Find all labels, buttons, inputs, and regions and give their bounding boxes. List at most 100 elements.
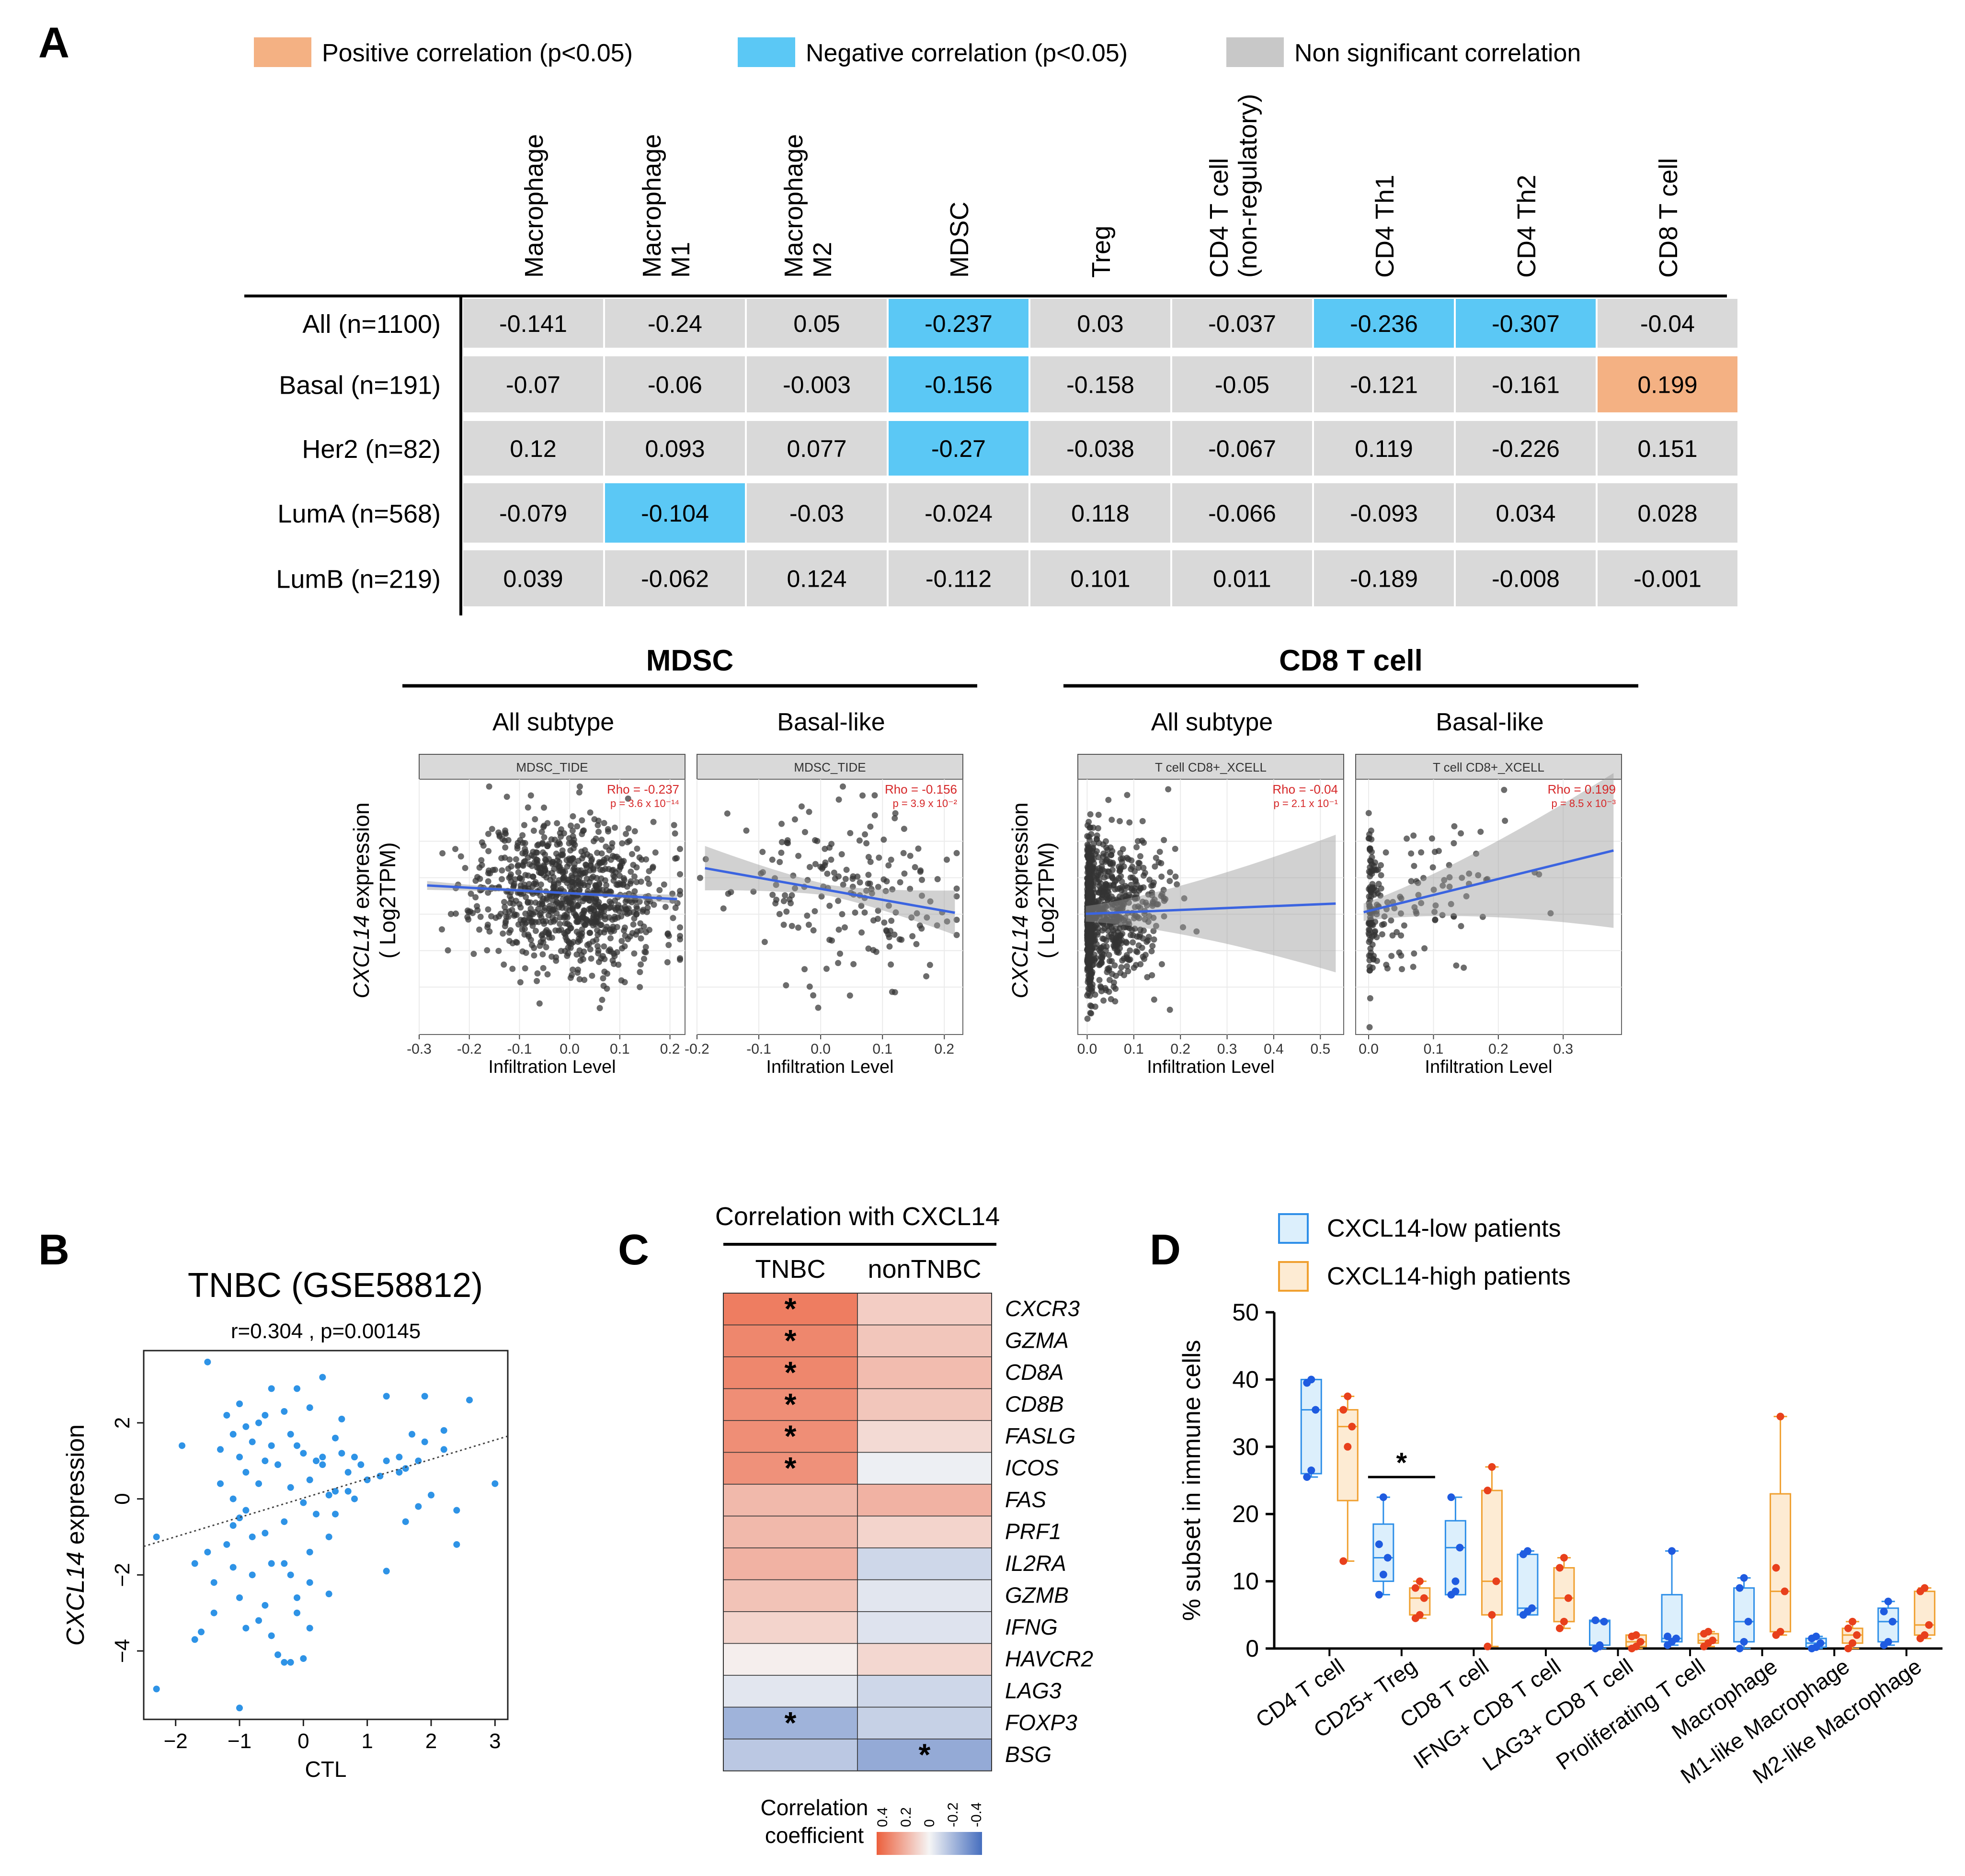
data-point [1388, 953, 1395, 959]
table-cell [605, 356, 745, 412]
data-point [1098, 863, 1105, 870]
table-value: -0.189 [1350, 566, 1418, 592]
data-point [1379, 931, 1385, 938]
data-point [1411, 863, 1417, 869]
data-point [1180, 924, 1187, 931]
data-point [1107, 882, 1113, 889]
data-point [638, 961, 644, 968]
data-point [593, 884, 600, 890]
data-point [1153, 922, 1159, 929]
table-value: -0.066 [1208, 500, 1276, 527]
data-point [1391, 905, 1398, 911]
data-point [1137, 853, 1143, 860]
data-point [515, 869, 522, 875]
data-point [917, 867, 924, 874]
table-value: -0.062 [641, 566, 709, 592]
data-point [511, 911, 518, 918]
colorbar [877, 1832, 982, 1855]
data-point [1108, 919, 1115, 925]
data-point [887, 928, 894, 934]
data-point [383, 1457, 390, 1465]
data-point [1117, 818, 1123, 825]
data-point [1095, 854, 1102, 861]
data-point [1085, 866, 1092, 873]
data-point [1365, 835, 1372, 842]
scatter-subtitle: All subtype [492, 708, 614, 736]
heatmap-column-label: nonTNBC [868, 1255, 981, 1284]
data-point [560, 851, 566, 858]
confidence-band [1085, 834, 1336, 973]
data-point [485, 870, 491, 876]
panel-d-boxplot: CXCL14-low patients CXCL14-high patients 0… [1178, 1213, 1942, 1788]
data-point [1130, 932, 1136, 939]
data-point [489, 826, 495, 832]
data-point [217, 1446, 224, 1453]
data-point [1772, 1564, 1780, 1572]
data-point [1109, 867, 1116, 874]
data-point [943, 856, 950, 863]
data-point [1564, 1594, 1572, 1602]
data-point [338, 1415, 345, 1422]
data-point [466, 1397, 473, 1404]
data-point [1375, 1591, 1383, 1599]
data-point [1596, 1642, 1604, 1650]
data-point [1096, 840, 1102, 846]
data-point [557, 914, 563, 921]
data-point [769, 891, 776, 898]
data-point [581, 907, 587, 914]
data-point [479, 862, 485, 868]
data-point [1113, 896, 1120, 903]
data-point [1166, 877, 1173, 884]
data-point [485, 906, 491, 913]
data-point [642, 944, 649, 950]
data-point [1339, 1406, 1348, 1414]
data-point [867, 823, 874, 830]
table-value: -0.27 [931, 435, 986, 462]
table-cell [463, 299, 603, 348]
data-point [1366, 927, 1373, 933]
data-point [562, 948, 569, 955]
data-point [759, 849, 766, 855]
data-point [445, 947, 451, 954]
data-point [861, 909, 868, 916]
colorbar-tick-label: 0 [922, 1819, 937, 1827]
data-point [633, 879, 640, 886]
data-point [583, 875, 590, 882]
data-point [862, 831, 868, 838]
data-point [281, 1659, 288, 1666]
data-point [1108, 958, 1115, 965]
table-value: -0.001 [1634, 566, 1702, 592]
data-point [1312, 1406, 1320, 1414]
data-point [472, 894, 479, 900]
data-point [570, 966, 576, 973]
p-label: p = 3.9 x 10⁻² [892, 797, 957, 809]
data-point [1117, 969, 1124, 976]
data-point [818, 893, 825, 900]
data-point [605, 826, 611, 832]
data-point [332, 1511, 339, 1518]
table-value: -0.093 [1350, 500, 1418, 527]
data-point [1536, 871, 1542, 878]
data-point [574, 823, 581, 830]
data-point [1146, 876, 1153, 883]
heatmap-row-label: IL2RA [1005, 1551, 1066, 1576]
data-point [923, 973, 930, 979]
column-header: M1 [666, 242, 695, 278]
data-point [628, 868, 634, 875]
legend-label-low: CXCL14-low patients [1327, 1215, 1561, 1242]
data-point [1367, 873, 1373, 880]
data-point [769, 856, 776, 863]
data-point [464, 907, 471, 914]
data-point [603, 843, 609, 850]
data-point [568, 856, 575, 863]
data-point [1736, 1645, 1744, 1652]
data-point [631, 828, 638, 835]
data-point [568, 822, 574, 829]
data-point [513, 939, 519, 945]
data-point [927, 898, 934, 905]
data-point [1117, 865, 1124, 872]
data-point [580, 913, 586, 920]
data-point [1812, 1632, 1820, 1640]
data-point [530, 828, 537, 834]
data-point [1193, 928, 1200, 935]
